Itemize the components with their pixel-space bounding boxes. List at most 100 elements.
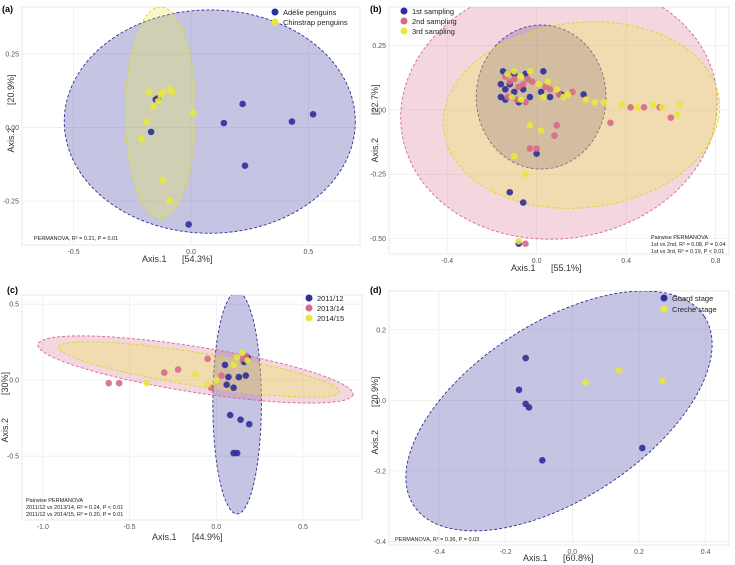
annotation-line: PERMANOVA, R² = 0.36, P = 0.03 xyxy=(395,537,479,543)
y-tick-label: 0.0 xyxy=(376,398,386,405)
data-point xyxy=(526,145,534,152)
data-point xyxy=(237,416,244,423)
data-point xyxy=(223,381,230,388)
data-point xyxy=(519,80,527,88)
data-point xyxy=(540,93,547,101)
data-point xyxy=(519,199,527,206)
x-tick-label: 0.4 xyxy=(701,549,711,556)
data-point xyxy=(160,369,168,376)
y-axis-title: Axis.2 xyxy=(370,430,380,455)
data-point xyxy=(658,104,666,111)
y-axis-pct: [20.9%] xyxy=(6,74,16,105)
data-point xyxy=(551,132,558,139)
data-point xyxy=(674,111,681,119)
data-point xyxy=(553,86,561,93)
annotation-line: PERMANOVA, R² = 0.21, P = 0.01 xyxy=(34,236,118,242)
plot-area-d xyxy=(388,290,730,546)
data-point xyxy=(528,78,536,85)
legend-label: Chinstrap penguins xyxy=(283,18,348,27)
data-point xyxy=(497,80,505,88)
data-point xyxy=(241,162,249,169)
confidence-ellipse xyxy=(57,341,340,398)
legend-b: 1st sampling 2nd sampling 3rd sampling xyxy=(400,7,457,36)
data-point xyxy=(502,86,509,93)
legend-label: Guard stage xyxy=(672,294,713,303)
legend-marker xyxy=(305,314,313,322)
panel-d: -0.4 -0.2 0.0 0.2 0.4 0.2 0.0 -0.2 -0.4 (d) Axis… xyxy=(370,285,730,563)
data-point xyxy=(221,361,229,369)
confidence-ellipse xyxy=(124,7,197,219)
data-point xyxy=(220,119,228,127)
legend-c: 2011/12 2013/14 2014/15 xyxy=(305,294,344,323)
data-point xyxy=(676,101,684,109)
data-point xyxy=(508,93,516,101)
data-point xyxy=(517,96,525,103)
data-point xyxy=(185,221,192,228)
data-point xyxy=(510,75,518,83)
y-tick-label: 0.2 xyxy=(376,327,386,334)
data-point xyxy=(204,355,211,363)
x-axis-pct: [54.3%] xyxy=(182,254,213,264)
data-point xyxy=(143,118,150,125)
data-point xyxy=(204,381,211,388)
data-point xyxy=(522,170,529,178)
data-point xyxy=(537,88,545,96)
confidence-ellipse xyxy=(442,21,721,209)
data-point xyxy=(546,93,554,101)
plot-area-b xyxy=(388,6,730,255)
annotation-line: 1st vs 2nd, R² = 0.08, P = 0.04 xyxy=(651,242,726,248)
data-point xyxy=(560,93,567,101)
data-point xyxy=(546,86,554,93)
data-point xyxy=(526,93,534,101)
data-point xyxy=(166,197,174,205)
y-tick-label: -0.50 xyxy=(370,236,386,243)
panel-a: -0.5 0.0 0.5 0.25 0.00 -0.25 (a) Axis.1 [54.3… xyxy=(2,4,361,264)
data-point xyxy=(640,104,648,111)
data-point xyxy=(515,386,523,394)
legend-marker xyxy=(400,17,408,25)
data-point xyxy=(309,110,317,118)
data-point xyxy=(506,188,514,196)
data-point xyxy=(233,354,241,361)
panel-label: (b) xyxy=(370,4,382,14)
legend-label: 1st sampling xyxy=(412,7,454,16)
x-tick-label: 0.0 xyxy=(567,549,577,556)
y-tick-label: -0.5 xyxy=(7,454,19,461)
data-point xyxy=(218,372,225,379)
data-point xyxy=(522,240,529,248)
x-axis-title: Axis.1 xyxy=(511,263,536,273)
data-point xyxy=(239,100,246,108)
x-tick-label: -0.5 xyxy=(124,524,136,531)
legend-marker xyxy=(305,294,313,302)
data-point xyxy=(544,78,552,85)
data-point xyxy=(230,361,237,369)
legend-marker xyxy=(660,294,668,302)
data-point xyxy=(233,449,241,457)
x-tick-label: 0.0 xyxy=(186,249,196,256)
legend-label: Creche stage xyxy=(672,305,717,314)
data-point xyxy=(580,91,587,98)
data-point xyxy=(154,97,162,105)
data-point xyxy=(510,88,518,96)
legend-label: 2nd sampling xyxy=(412,17,457,26)
legend-marker xyxy=(271,8,279,16)
x-tick-label: -0.4 xyxy=(441,258,453,265)
y-tick-label: 0.25 xyxy=(372,43,386,50)
data-point xyxy=(540,68,547,75)
legend-label: Adélie penguins xyxy=(283,8,337,17)
y-tick-label: -0.2 xyxy=(374,468,386,475)
confidence-ellipse xyxy=(405,291,713,532)
data-point xyxy=(539,457,546,464)
data-point xyxy=(230,384,237,392)
legend-marker xyxy=(400,27,408,35)
data-point xyxy=(150,103,157,111)
panel-label: (c) xyxy=(7,285,18,295)
confidence-ellipse xyxy=(212,295,262,515)
data-point xyxy=(235,373,243,381)
data-point xyxy=(591,98,599,106)
data-point xyxy=(607,119,614,127)
annotation-line: 2011/12 vs 2014/15, R² = 0.20, P = 0.01 xyxy=(26,512,123,518)
y-axis-title: Axis.2 xyxy=(6,128,16,153)
x-tick-label: -0.2 xyxy=(500,549,512,556)
